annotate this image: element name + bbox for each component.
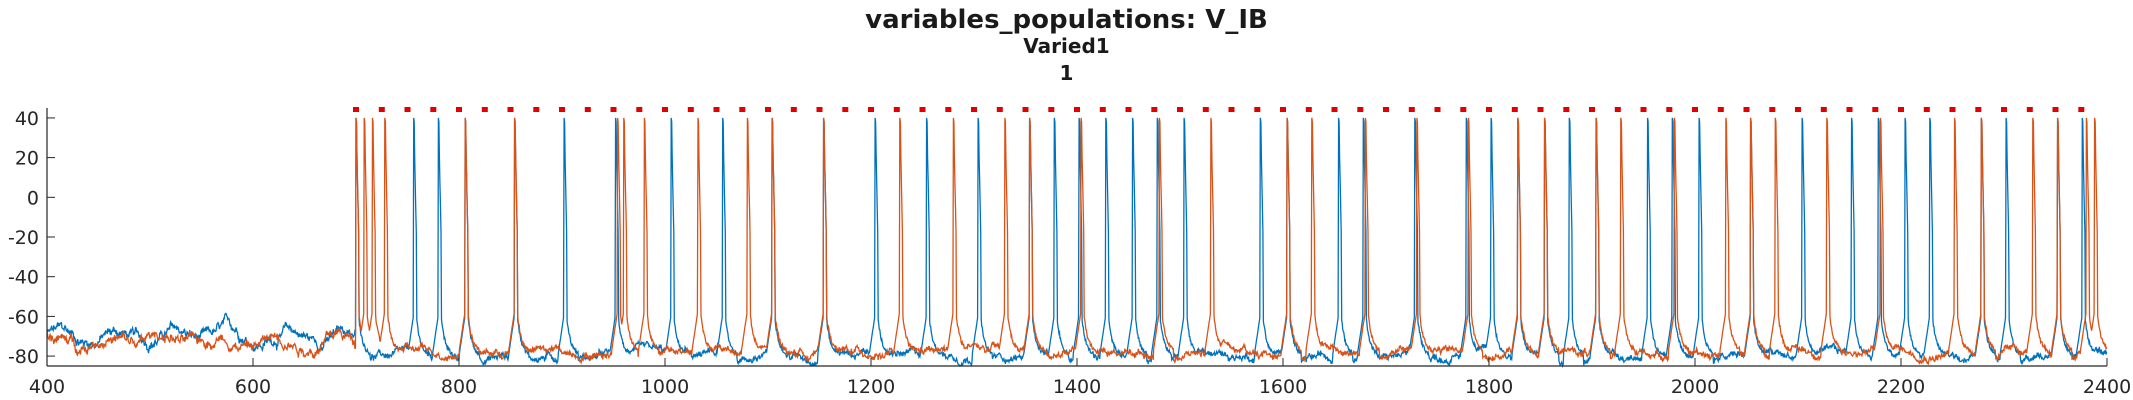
spike-marker bbox=[404, 107, 411, 112]
x-tick-label: 1000 bbox=[641, 376, 689, 398]
x-tick-label: 1200 bbox=[847, 376, 895, 398]
y-tick-label: -20 bbox=[8, 227, 39, 249]
x-tick-label: 2400 bbox=[2083, 376, 2131, 398]
spike-marker bbox=[1305, 107, 1312, 112]
spike-marker bbox=[1048, 107, 1055, 112]
y-tick-label: 40 bbox=[15, 108, 39, 130]
spike-marker bbox=[1640, 107, 1647, 112]
spike-marker bbox=[456, 107, 462, 112]
spike-marker bbox=[1692, 107, 1698, 112]
spike-marker bbox=[1022, 107, 1029, 112]
axes-layer: 400 600 800 1000 1200 1400 1600 1800 2000 2200 240… bbox=[8, 108, 2131, 398]
spike-marker bbox=[1099, 107, 1106, 112]
spike-marker bbox=[816, 107, 823, 112]
spike-marker bbox=[1202, 107, 1209, 112]
spike-marker bbox=[1537, 107, 1544, 112]
spike-marker bbox=[842, 107, 849, 112]
series-line-1 bbox=[46, 117, 2108, 369]
spike-marker bbox=[1151, 107, 1158, 112]
y-tick-label: -80 bbox=[8, 346, 39, 368]
x-tick-label: 2200 bbox=[1877, 376, 1925, 398]
spike-marker bbox=[559, 107, 565, 112]
series-line-2 bbox=[46, 117, 2108, 366]
spike-marker bbox=[430, 107, 437, 112]
spike-marker bbox=[1717, 107, 1724, 112]
spike-marker bbox=[1434, 107, 1441, 112]
y-tick-label: -60 bbox=[8, 306, 39, 328]
spike-marker bbox=[2001, 107, 2007, 112]
spike-marker bbox=[1331, 107, 1338, 112]
traces-layer bbox=[46, 117, 2108, 369]
spike-marker bbox=[1408, 107, 1415, 112]
y-tick-label: 0 bbox=[27, 187, 39, 209]
spike-marker bbox=[893, 107, 900, 112]
spike-marker bbox=[1125, 107, 1132, 112]
spike-marker bbox=[481, 107, 488, 112]
spike-marker bbox=[507, 107, 514, 112]
spike-marker bbox=[1589, 107, 1595, 112]
x-tick-label: 600 bbox=[235, 376, 271, 398]
spike-marker bbox=[919, 107, 926, 112]
spike-marker bbox=[1383, 107, 1389, 112]
spike-marker bbox=[739, 107, 746, 112]
spike-marker bbox=[765, 107, 771, 112]
spike-marker bbox=[1280, 107, 1286, 112]
chart-subtitle: Varied1 bbox=[1023, 34, 1110, 58]
spike-marker bbox=[945, 107, 952, 112]
spike-marker bbox=[1898, 107, 1904, 112]
spike-marker bbox=[533, 107, 540, 112]
x-tick-label: 800 bbox=[441, 376, 477, 398]
spike-marker bbox=[353, 107, 359, 112]
spike-marker bbox=[1949, 107, 1956, 112]
spike-marker bbox=[1975, 107, 1982, 112]
spike-marker bbox=[971, 107, 977, 112]
y-tick-label: -40 bbox=[8, 267, 39, 289]
spike-marker bbox=[1795, 107, 1801, 112]
spike-marker bbox=[1511, 107, 1518, 112]
spike-marker bbox=[2026, 107, 2033, 112]
y-tick-label: 20 bbox=[15, 148, 39, 170]
spike-marker bbox=[1228, 107, 1235, 112]
spike-marker bbox=[378, 107, 385, 112]
x-tick-label: 1800 bbox=[1465, 376, 1513, 398]
spike-marker bbox=[662, 107, 668, 112]
spike-marker bbox=[687, 107, 694, 112]
x-tick-label: 2000 bbox=[1671, 376, 1719, 398]
spike-marker bbox=[1846, 107, 1853, 112]
spike-marker bbox=[1769, 107, 1776, 112]
spike-marker bbox=[1460, 107, 1467, 112]
spike-marker bbox=[1486, 107, 1492, 112]
spike-marker bbox=[1743, 107, 1750, 112]
x-tick-label: 400 bbox=[29, 376, 65, 398]
markers-layer bbox=[353, 107, 2085, 112]
spike-marker bbox=[868, 107, 874, 112]
spike-marker bbox=[636, 107, 643, 112]
spike-marker bbox=[1614, 107, 1621, 112]
chart-subtitle-2: 1 bbox=[1059, 61, 1074, 85]
spike-marker bbox=[790, 107, 797, 112]
spike-marker bbox=[2078, 107, 2085, 112]
spike-marker bbox=[584, 107, 591, 112]
chart-title: variables_populations: V_IB bbox=[865, 5, 1268, 35]
x-tick-label: 1400 bbox=[1053, 376, 1101, 398]
spike-marker bbox=[1563, 107, 1570, 112]
spike-marker bbox=[610, 107, 617, 112]
spike-marker bbox=[1923, 107, 1930, 112]
spike-marker bbox=[713, 107, 720, 112]
x-tick-label: 1600 bbox=[1259, 376, 1307, 398]
spike-marker bbox=[1666, 107, 1673, 112]
spike-marker bbox=[1820, 107, 1827, 112]
spike-marker bbox=[2052, 107, 2059, 112]
spike-marker bbox=[1872, 107, 1879, 112]
spike-marker bbox=[1357, 107, 1364, 112]
spike-marker bbox=[1177, 107, 1183, 112]
spike-marker bbox=[1254, 107, 1261, 112]
spike-marker bbox=[1074, 107, 1080, 112]
spike-marker bbox=[996, 107, 1003, 112]
